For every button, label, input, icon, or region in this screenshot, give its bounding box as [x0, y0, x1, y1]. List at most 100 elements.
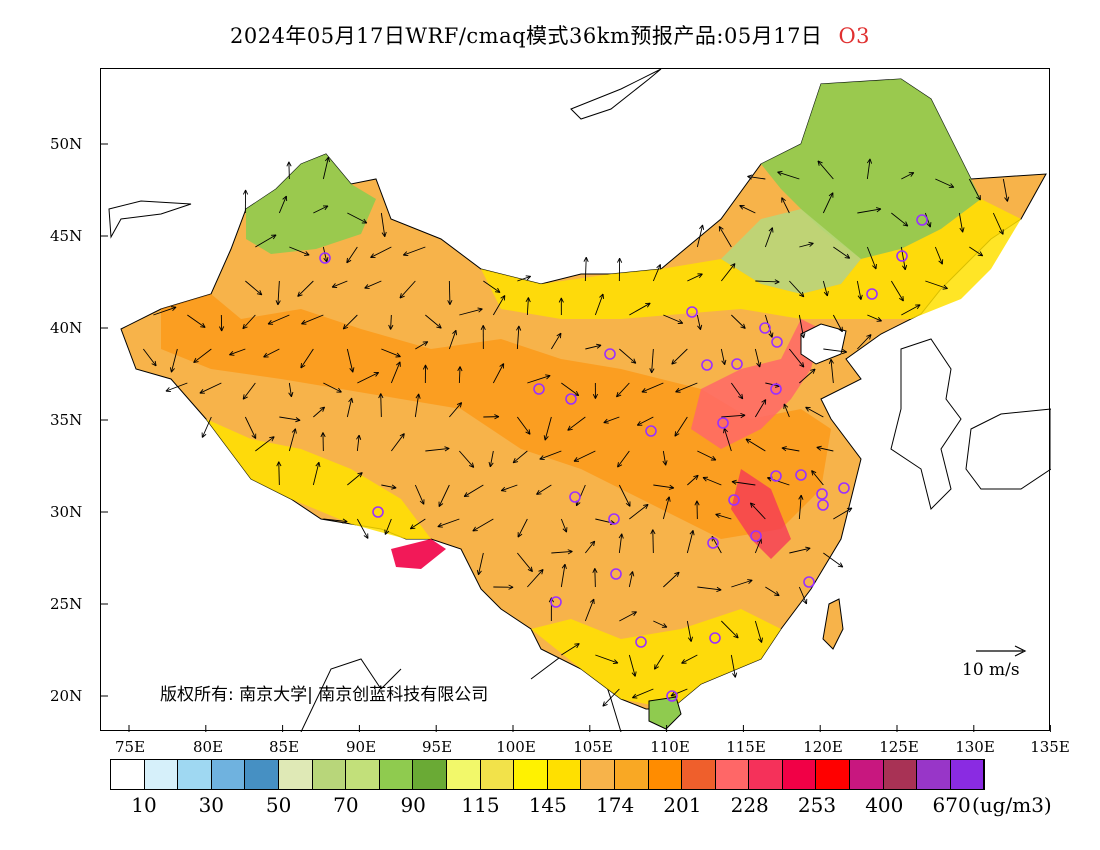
wind-vector-arrow-icon [817, 160, 834, 180]
wind-vector-arrow-icon [245, 280, 263, 296]
colorbar-label-90: 90 [400, 793, 426, 817]
wind-vector-arrow-icon [969, 246, 984, 257]
title-main: 2024年05月17日WRF/cmaq模式36km预报产品:05月17日 [229, 24, 823, 48]
wind-vector-arrow-icon [288, 382, 294, 398]
colorbar-label-70: 70 [333, 793, 359, 817]
wind-vector-arrow-icon [694, 500, 700, 520]
sakhalin-coastline [570, 69, 662, 120]
wind-vector-arrow-icon [517, 552, 533, 572]
wind-vector-arrow-icon [313, 406, 326, 418]
wind-vector-arrow-icon [720, 348, 727, 365]
city-station-circle-icon [604, 348, 616, 360]
wind-vector-arrow-icon [447, 280, 453, 305]
city-station-circle-icon [707, 537, 719, 549]
city-station-circle-icon [319, 252, 331, 264]
wind-vector-arrow-icon [346, 348, 355, 373]
map-canvas [101, 69, 1051, 732]
wind-vector-arrow-icon [805, 406, 824, 418]
colorbar-label-174: 174 [596, 793, 635, 817]
wind-vector-arrow-icon [594, 293, 604, 316]
city-station-circle-icon [838, 482, 850, 494]
wind-vector-arrow-icon [390, 361, 401, 384]
wind-vector-arrow-icon [347, 472, 363, 486]
wind-vector-arrow-icon [322, 156, 330, 180]
wind-vector-arrow-icon [617, 257, 623, 282]
lat-label-20n: 20N [50, 687, 83, 705]
lat-label-45n: 45N [50, 227, 83, 245]
wind-vector-arrow-icon [438, 484, 450, 507]
city-station-circle-icon [816, 488, 828, 500]
wind-vector-arrow-icon [619, 611, 637, 622]
wind-vector-arrow-icon [525, 297, 531, 316]
city-station-circle-icon [803, 576, 815, 588]
wind-vector-arrow-icon [653, 620, 668, 628]
wind-vector-arrow-icon [480, 325, 486, 350]
wind-vector-arrow-icon [390, 433, 405, 452]
wind-vector-arrow-icon [346, 397, 354, 418]
city-station-circle-icon [610, 568, 622, 580]
wind-vector-arrow-icon [754, 620, 763, 643]
wind-vector-arrow-icon [721, 620, 739, 639]
wind-reference-arrow-icon [976, 645, 1027, 657]
wind-vector-arrow-icon [448, 329, 457, 350]
lon-label-130e: 130E [955, 738, 995, 756]
wind-vector-arrow-icon [142, 348, 157, 367]
copyright-text: 版权所有: 南京大学| 南京创蓝科技有限公司 [160, 685, 489, 705]
wind-vector-arrow-icon [789, 348, 805, 368]
wind-vector-arrow-icon [267, 314, 290, 325]
wind-vector-arrow-icon [653, 484, 675, 490]
wind-vector-arrow-icon [288, 428, 297, 452]
wind-vector-arrow-icon [488, 450, 494, 468]
wind-vector-arrow-icon [543, 416, 552, 441]
wind-vector-arrow-icon [822, 280, 829, 297]
colorbar-swatch-23 [883, 760, 918, 789]
wind-vector-arrow-icon [730, 654, 738, 678]
colorbar-swatch-8 [379, 760, 414, 789]
city-station-circle-icon [795, 469, 807, 481]
colorbar-unit: (ug/m3) [972, 793, 1052, 817]
wind-vector-arrow-icon [764, 314, 774, 338]
lon-label-115e: 115E [726, 738, 766, 756]
wind-vector-arrow-icon [414, 393, 421, 418]
wind-vector-arrow-icon [828, 358, 834, 384]
wind-vector-arrow-icon [402, 246, 426, 257]
wind-vector-arrow-icon [749, 502, 766, 520]
city-station-circle-icon [608, 513, 620, 525]
wind-vector-arrow-icon [567, 416, 586, 431]
city-station-circle-icon [701, 359, 713, 371]
colorbar-swatch-13 [547, 760, 582, 789]
wind-reference-label: 10 m/s [962, 660, 1020, 680]
lon-label-85e: 85E [268, 738, 300, 756]
colorbar-label-30: 30 [198, 793, 225, 817]
wind-vector-arrow-icon [616, 382, 630, 398]
city-station-circle-icon [750, 530, 762, 542]
colorbar-swatch-19 [749, 760, 783, 789]
wind-vector-arrow-icon [370, 246, 392, 258]
wind-vector-arrow-icon [459, 450, 475, 468]
wind-vector-arrow-icon [312, 461, 321, 486]
wind-vector-arrow-icon [641, 382, 664, 393]
wind-vector-arrow-icon [603, 416, 620, 424]
lon-label-120e: 120E [803, 738, 843, 756]
wind-vector-arrow-icon [832, 314, 843, 333]
wind-vector-arrow-icon [833, 246, 851, 259]
wind-vector-arrow-icon [357, 372, 380, 384]
wind-vector-arrow-icon [255, 436, 275, 452]
wind-vector-arrow-icon [715, 513, 732, 520]
colorbar-swatch-9 [413, 760, 447, 789]
wind-vector-arrow-icon [935, 178, 955, 188]
wind-vector-arrow-icon [242, 382, 256, 400]
wind-vector-arrow-icon [833, 507, 853, 520]
colorbar-label-50: 50 [265, 793, 292, 817]
wind-vector-arrow-icon [789, 546, 811, 554]
wind-vector-arrow-icon [890, 280, 904, 302]
lon-label-90e: 90E [345, 738, 377, 756]
wind-vector-arrow-icon [320, 432, 326, 452]
city-station-circle-icon [645, 425, 657, 437]
wind-vector-arrow-icon [356, 434, 362, 452]
wind-vector-arrow-icon [811, 470, 824, 486]
lat-label-50n: 50N [50, 135, 83, 153]
wind-vector-arrow-icon [229, 348, 246, 356]
wind-vector-arrow-icon [636, 416, 654, 426]
wind-vector-arrow-icon [286, 161, 292, 180]
